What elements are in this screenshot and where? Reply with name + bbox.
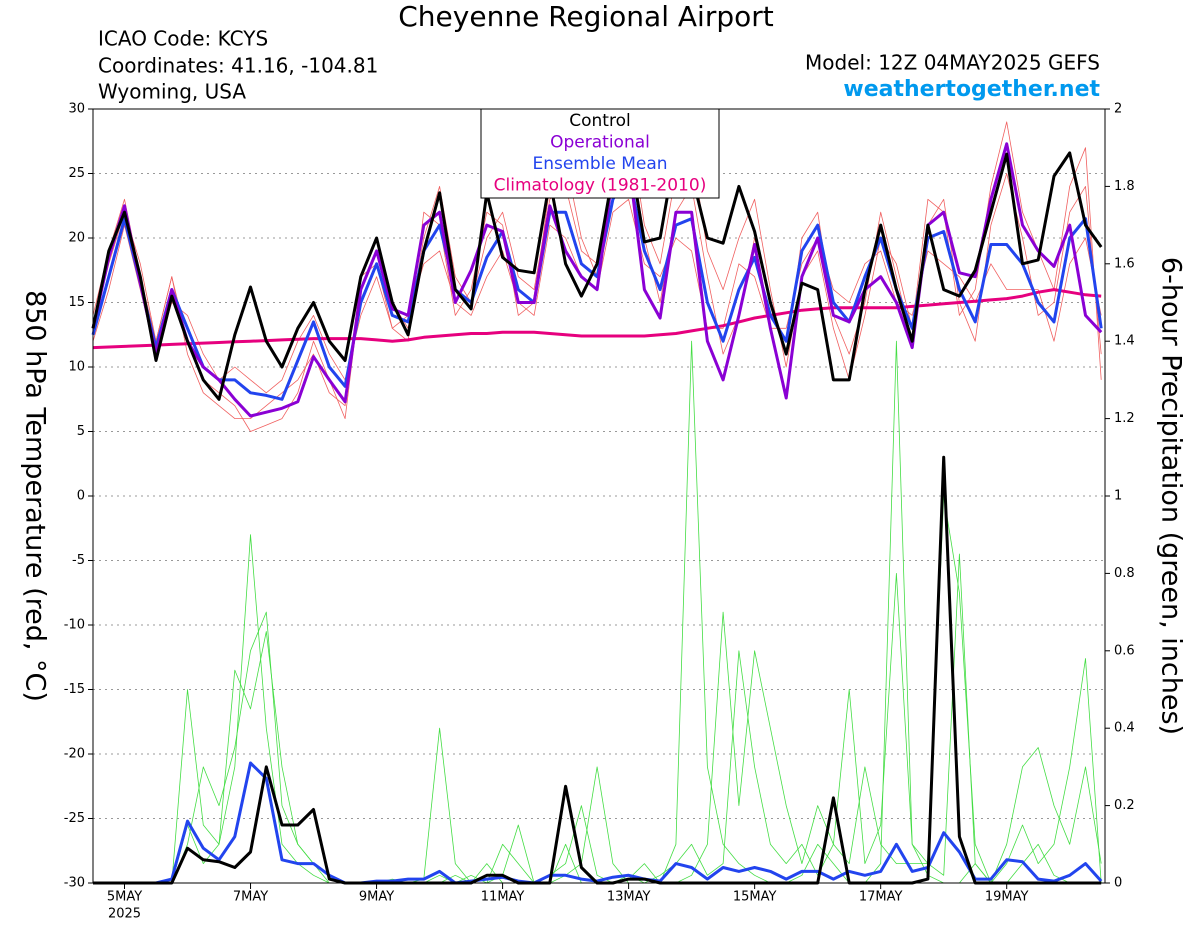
- model-text: Model: 12Z 04MAY2025 GEFS: [805, 51, 1100, 75]
- y2-axis-label: 6-hour Precipitation (green, inches): [1156, 257, 1187, 735]
- legend-entry: Control: [569, 111, 630, 131]
- y-tick-label: -5: [72, 553, 85, 568]
- y-tick-label: 20: [68, 231, 85, 246]
- y2-tick-label: 0: [1114, 876, 1122, 891]
- info-text: Coordinates: 41.16, -104.81: [98, 54, 378, 78]
- y-tick-label: 25: [68, 166, 85, 181]
- y-tick-label: -20: [64, 747, 85, 762]
- info-text: ICAO Code: KCYS: [98, 27, 268, 51]
- x-tick-label: 7MAY: [233, 890, 268, 905]
- y2-tick-label: 1.2: [1114, 411, 1135, 426]
- series-line: [91, 172, 1103, 401]
- x-tick-label: 9MAY: [359, 890, 394, 905]
- x-tick-label: 5MAY: [107, 890, 142, 905]
- y-tick-label: 10: [68, 360, 85, 375]
- legend-box: [480, 108, 720, 199]
- y-tick-label: 5: [77, 424, 85, 439]
- info-text: Wyoming, USA: [98, 80, 246, 104]
- x-tick-label: 11MAY: [481, 890, 525, 905]
- site-text: weathertogether.net: [843, 77, 1100, 102]
- y-tick-label: -15: [64, 682, 85, 697]
- legend-entry: Operational: [550, 133, 650, 153]
- y2-tick-label: 1.6: [1114, 256, 1135, 271]
- y-tick-label: 15: [68, 295, 85, 310]
- y2-tick-label: 1.4: [1114, 334, 1135, 349]
- x-tick-label: 15MAY: [733, 890, 777, 905]
- y2-tick-label: 1.8: [1114, 179, 1135, 194]
- y-tick-label: 30: [68, 102, 85, 117]
- y2-tick-label: 1: [1114, 489, 1122, 504]
- legend-entry: Ensemble Mean: [532, 154, 667, 174]
- y2-tick-label: 0.4: [1114, 721, 1135, 736]
- y-axis-label: 850 hPa Temperature (red, °C): [20, 290, 51, 702]
- y2-tick-label: 0.6: [1114, 643, 1135, 658]
- series-line: [92, 288, 1102, 350]
- legend-entry: Climatology (1981-2010): [494, 176, 707, 196]
- x-tick-label: 17MAY: [859, 890, 903, 905]
- series-line: [93, 553, 1102, 884]
- chart-title: Cheyenne Regional Airport: [398, 0, 773, 33]
- y2-tick-label: 2: [1114, 102, 1122, 117]
- y2-tick-label: 0.8: [1114, 566, 1135, 581]
- series-line: [91, 146, 1103, 401]
- y-tick-label: -30: [64, 876, 85, 891]
- series-line: [91, 142, 1103, 418]
- y-tick-label: -25: [64, 811, 85, 826]
- y-tick-label: 0: [77, 489, 85, 504]
- x-tick-label: 19MAY: [985, 890, 1029, 905]
- x-tick-year: 2025: [108, 907, 141, 922]
- y-tick-label: -10: [64, 618, 85, 633]
- x-tick-label: 13MAY: [607, 890, 651, 905]
- y2-tick-label: 0.2: [1114, 798, 1135, 813]
